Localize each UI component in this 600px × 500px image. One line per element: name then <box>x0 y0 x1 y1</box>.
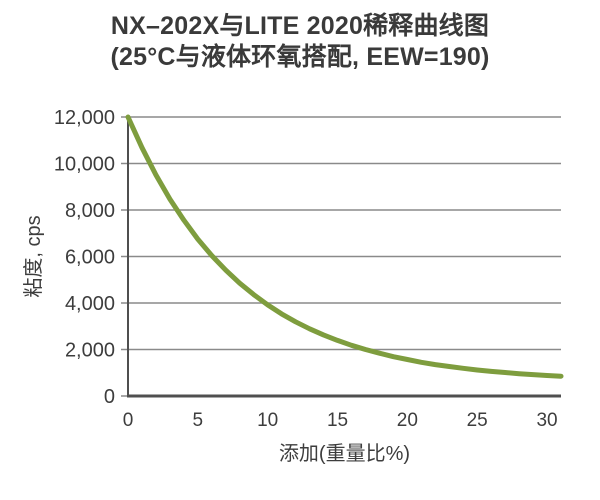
chart-title-line2: (25°C与液体环氧搭配, EEW=190) <box>110 43 490 71</box>
dilution-curve <box>125 114 564 379</box>
y-tick-label: 10,000 <box>54 154 115 176</box>
x-axis-title: 添加(重量比%) <box>279 442 410 465</box>
y-tick-label: 6,000 <box>65 247 115 269</box>
x-tick-label: 25 <box>467 410 488 431</box>
x-tick-label: 0 <box>123 410 134 431</box>
chart-title-line1: NX–202X与LITE 2020稀释曲线图 <box>110 12 490 40</box>
x-tick-label: 30 <box>536 410 557 431</box>
x-tick-label: 10 <box>257 410 278 431</box>
y-tick-label: 8,000 <box>65 200 115 222</box>
y-tick-label: 4,000 <box>65 293 115 315</box>
y-axis-title: 粘度, cps <box>22 215 45 297</box>
chart-title-block: NX–202X与LITE 2020稀释曲线图 (25°C与液体环氧搭配, EEW… <box>0 11 600 73</box>
x-tick-label: 5 <box>193 410 204 431</box>
y-tick-label: 12,000 <box>54 107 115 129</box>
x-tick-label: 15 <box>327 410 348 431</box>
y-tick-label: 0 <box>104 386 115 408</box>
x-tick-label: 20 <box>397 410 418 431</box>
y-tick-label: 2,000 <box>65 340 115 362</box>
